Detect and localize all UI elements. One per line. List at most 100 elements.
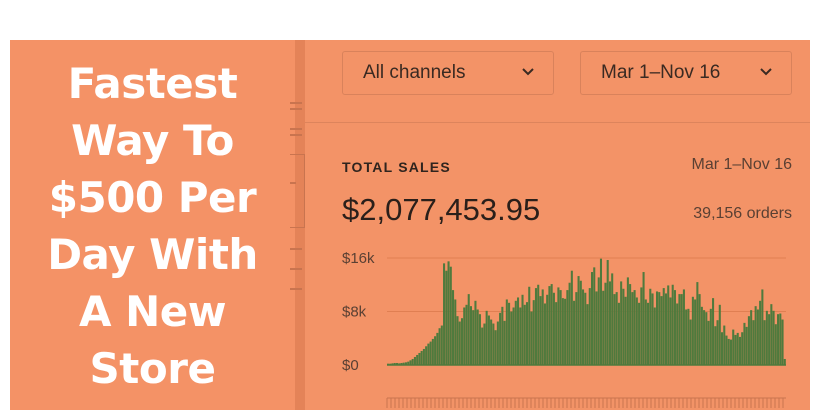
- chart-bar: [510, 311, 513, 365]
- chart-bar: [555, 302, 558, 365]
- chart-bar: [413, 356, 416, 365]
- chart-bar: [422, 348, 425, 365]
- chart-bar: [597, 277, 600, 365]
- chart-bar: [411, 358, 414, 365]
- chart-bar: [393, 362, 396, 365]
- chart-bar: [649, 288, 652, 365]
- channel-filter-dropdown[interactable]: All channels: [342, 51, 554, 95]
- chart-bar: [611, 273, 614, 365]
- chart-bar: [669, 297, 672, 365]
- chart-bar: [523, 304, 526, 365]
- chart-bar: [604, 282, 607, 365]
- chart-bar: [754, 306, 757, 365]
- promo-title: Fastest Way To $500 Per Day With A New S…: [10, 55, 295, 397]
- chart-bar: [418, 352, 421, 365]
- chart-bar: [575, 292, 578, 365]
- chart-bar: [456, 316, 459, 365]
- chart-bar: [631, 292, 634, 365]
- sidebar-edge-mark: [290, 248, 302, 250]
- sidebar-edge-mark: [290, 288, 302, 290]
- chart-bar: [617, 302, 620, 365]
- chart-bar: [487, 315, 490, 365]
- chart-bar: [478, 314, 481, 365]
- chart-bar: [741, 332, 744, 365]
- chart-bar: [534, 288, 537, 365]
- chart-bar: [698, 294, 701, 365]
- chart-bar: [651, 293, 654, 365]
- chart-bar: [709, 308, 712, 365]
- chart-bar: [548, 286, 551, 365]
- chart-bar: [745, 326, 748, 365]
- chart-bar: [552, 292, 555, 365]
- chart-bar: [779, 313, 782, 365]
- chart-bar: [759, 300, 762, 365]
- chart-bar: [705, 312, 708, 365]
- chart-bar: [458, 321, 461, 365]
- chart-bar: [712, 298, 715, 366]
- chart-bar: [774, 324, 777, 365]
- chart-bar: [608, 281, 611, 365]
- chart-bar: [593, 267, 596, 365]
- chart-bar: [772, 310, 775, 365]
- chart-bar: [640, 287, 643, 365]
- chart-bar: [689, 319, 692, 366]
- chart-bar: [718, 304, 721, 365]
- chart-bar: [438, 328, 441, 365]
- chart-bar: [729, 339, 733, 365]
- chart-bar: [694, 299, 697, 365]
- chart-bar: [501, 306, 504, 365]
- chart-bar: [725, 335, 728, 366]
- chart-bar: [620, 281, 623, 365]
- chart-bar: [496, 321, 499, 365]
- total-sales-amount: $2,077,453.95: [342, 192, 541, 227]
- chart-bar: [768, 314, 771, 365]
- chart-bar: [573, 300, 576, 365]
- chart-bar: [606, 260, 609, 365]
- sidebar-edge-mark: [290, 134, 302, 136]
- chart-bar: [673, 290, 676, 365]
- chart-bar: [687, 308, 690, 365]
- chart-bar: [655, 291, 659, 365]
- chart-bar: [400, 362, 403, 365]
- chart-bar: [658, 292, 661, 365]
- chart-bar: [512, 307, 515, 365]
- promo-title-line: Day With: [47, 230, 258, 279]
- channel-filter-value: All channels: [363, 62, 466, 83]
- chart-bar: [543, 303, 546, 365]
- chart-bar: [696, 282, 699, 365]
- chart-bar: [586, 304, 589, 365]
- chart-bar: [644, 299, 647, 365]
- date-range-dropdown[interactable]: Mar 1–Nov 16: [580, 51, 792, 95]
- chart-bar: [434, 336, 437, 365]
- sales-dashboard: All channels Mar 1–Nov 16 TOTAL SALES Ma…: [305, 40, 810, 410]
- promo-panel: Fastest Way To $500 Per Day With A New S…: [10, 40, 295, 410]
- chart-bar: [429, 341, 432, 365]
- chart-bar: [499, 312, 502, 365]
- chart-bar: [485, 310, 488, 365]
- y-tick-label: $0: [342, 357, 359, 374]
- chart-bar: [664, 293, 668, 365]
- sidebar-edge-mark: [290, 182, 296, 184]
- chart-bar: [416, 354, 419, 365]
- sidebar-edge-mark: [290, 108, 302, 110]
- chart-bar: [449, 266, 452, 365]
- total-sales-range: Mar 1–Nov 16: [691, 156, 793, 173]
- chart-bar: [514, 300, 517, 365]
- chart-bar: [633, 290, 636, 365]
- chart-bar: [761, 289, 764, 365]
- toolbar-divider: [305, 122, 810, 123]
- chart-bar: [436, 332, 439, 365]
- chart-bar: [463, 307, 466, 365]
- chart-bar: [747, 316, 750, 365]
- chart-bar: [662, 288, 665, 365]
- chart-bar: [750, 310, 753, 365]
- chart-bar: [720, 332, 724, 365]
- chart-bar: [445, 270, 448, 365]
- chart-bar: [431, 338, 434, 365]
- y-tick-label: $8k: [342, 304, 367, 321]
- chart-bar: [584, 292, 587, 365]
- chart-bar: [716, 320, 719, 365]
- chart-bar: [676, 303, 679, 365]
- chart-bar: [505, 299, 508, 365]
- chart-bar: [734, 334, 737, 365]
